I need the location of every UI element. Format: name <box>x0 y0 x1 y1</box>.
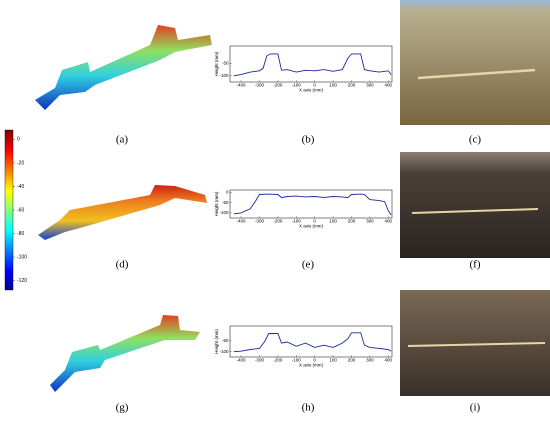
stick <box>417 68 536 80</box>
x-tick-label: -400 <box>237 358 247 363</box>
y-axis-label: Height (mm) <box>214 51 219 76</box>
x-tick-label: -300 <box>255 358 265 363</box>
x-tick-label: 100 <box>329 219 337 224</box>
photo-f <box>400 152 550 258</box>
x-tick-label: 0 <box>313 219 316 224</box>
panel-label: (c) <box>469 134 482 146</box>
y-tick-label: -50 <box>222 200 229 205</box>
x-tick-label: 400 <box>385 219 393 224</box>
x-tick-label: -100 <box>292 358 302 363</box>
photos <box>400 0 550 396</box>
colorbar-tick-label: -20 <box>17 160 24 166</box>
x-tick-label: 200 <box>348 219 356 224</box>
panel-label: (e) <box>302 259 315 271</box>
plot-frame <box>229 325 393 358</box>
panel-label: (d) <box>116 259 129 271</box>
profile-line <box>233 53 392 77</box>
colorbar-tick-label: -40 <box>17 184 24 190</box>
x-axis-label: X axis (mm) <box>299 88 324 93</box>
y-tick-label: -50 <box>222 61 229 66</box>
x-tick-label: 0 <box>313 358 316 363</box>
x-tick-label: 0 <box>313 83 316 88</box>
x-tick-label: 200 <box>348 83 356 88</box>
stick <box>411 208 539 214</box>
x-tick-label: -100 <box>292 219 302 224</box>
x-tick-label: -200 <box>273 83 283 88</box>
x-tick-label: 400 <box>385 358 393 363</box>
panel-label: (b) <box>302 134 315 146</box>
x-tick-label: 200 <box>348 358 356 363</box>
stick <box>407 342 546 347</box>
y-axis-label: Height (mm) <box>214 191 219 216</box>
x-tick-label: -400 <box>237 83 247 88</box>
colorbar-tick-label: -80 <box>17 231 24 237</box>
colorbar-tick-label: 0 <box>17 137 20 143</box>
profile-line <box>233 332 392 353</box>
colorbar-tick-label: -100 <box>17 254 27 260</box>
colorbar <box>4 129 14 291</box>
x-tick-label: -400 <box>237 219 247 224</box>
x-tick-label: -200 <box>273 219 283 224</box>
x-tick-label: 400 <box>385 83 393 88</box>
y-tick-label: -100 <box>219 73 229 78</box>
y-tick-label: 0 <box>226 190 229 195</box>
x-tick-label: -300 <box>255 83 265 88</box>
colorbar-tick-label: -60 <box>17 207 24 213</box>
photo-c <box>400 0 550 125</box>
x-axis-label: X axis (mm) <box>299 224 324 229</box>
plot-frame <box>229 45 393 83</box>
surface-d <box>38 185 207 240</box>
y-tick-label: -100 <box>219 210 229 215</box>
plot-frame <box>229 189 393 219</box>
panel-label: (a) <box>116 134 129 146</box>
y-tick-label: -50 <box>222 338 229 343</box>
surface-plots <box>35 25 212 392</box>
y-tick-label: -100 <box>219 349 229 354</box>
x-tick-label: 300 <box>366 83 374 88</box>
panel-label: (f) <box>470 259 481 271</box>
x-tick-label: 100 <box>329 83 337 88</box>
layer: (a) (b) (c) (d) (e) (f) (g) (h) (i) 0 -20 -40 -60 -80… <box>13 45 482 414</box>
y-axis-label: Height (mm) <box>214 329 219 354</box>
x-tick-label: 300 <box>366 358 374 363</box>
x-axis-label: X axis (mm) <box>299 363 324 368</box>
x-tick-label: -100 <box>292 83 302 88</box>
x-tick-label: 100 <box>329 358 337 363</box>
panel-label: (i) <box>470 402 481 414</box>
surface-a <box>35 25 212 110</box>
panel-label: (g) <box>116 402 129 414</box>
surface-g <box>50 315 200 392</box>
x-tick-label: -200 <box>273 358 283 363</box>
panel-label: (h) <box>302 402 315 414</box>
x-tick-label: 300 <box>366 219 374 224</box>
x-tick-label: -300 <box>255 219 265 224</box>
profile-line <box>233 193 392 216</box>
colorbar-tick-label: -120 <box>17 278 27 284</box>
